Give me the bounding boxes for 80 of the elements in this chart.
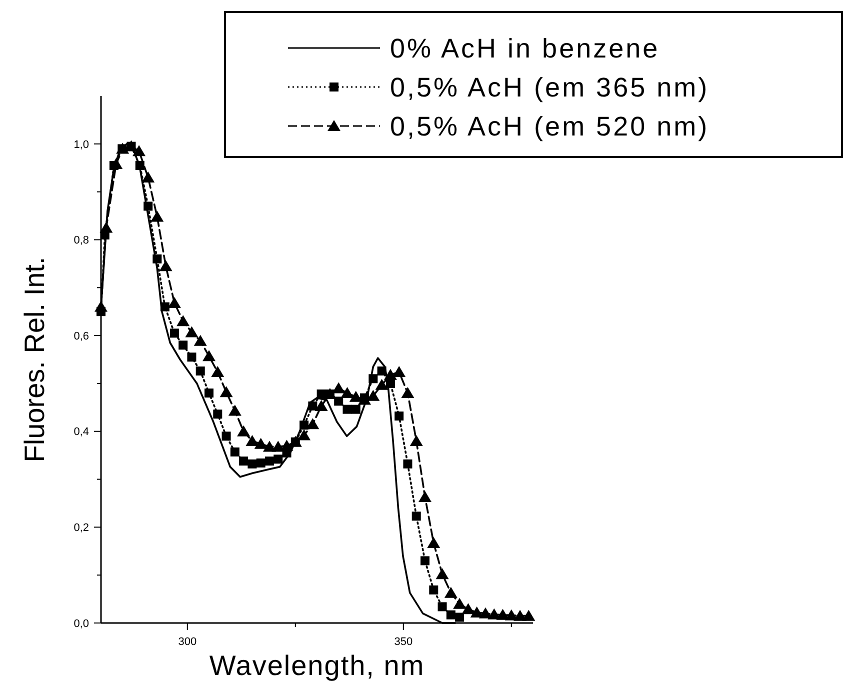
point	[300, 420, 309, 430]
point	[237, 425, 250, 436]
point	[274, 454, 283, 464]
point	[152, 254, 162, 264]
point	[429, 585, 438, 594]
point	[170, 328, 179, 338]
point	[314, 400, 328, 411]
point	[246, 434, 259, 446]
point	[132, 145, 146, 156]
y-tick-label: 0,0	[74, 618, 89, 630]
y-axis-title: Fluores. Rel. Int.	[19, 256, 50, 462]
point	[204, 388, 214, 398]
point	[427, 536, 440, 548]
point	[351, 404, 360, 414]
point	[392, 366, 406, 377]
point	[228, 404, 242, 416]
point	[332, 382, 346, 394]
y-tick-label: 0,8	[74, 234, 89, 247]
point	[178, 340, 188, 350]
point	[144, 202, 153, 211]
point	[187, 352, 196, 362]
point	[135, 160, 144, 170]
point	[340, 387, 354, 398]
point	[368, 374, 378, 384]
point	[308, 401, 318, 410]
point	[462, 603, 475, 614]
y-tick-label: 0,2	[74, 522, 89, 534]
point	[239, 456, 248, 466]
point	[185, 326, 198, 338]
point	[470, 606, 484, 618]
point	[377, 366, 386, 376]
point	[160, 302, 170, 312]
legend-label: 0,5% AcH (em 365 nm)	[390, 72, 710, 102]
point	[194, 334, 207, 346]
point	[150, 210, 164, 222]
point	[444, 586, 458, 598]
point	[436, 568, 449, 580]
point	[401, 387, 414, 398]
x-tick-label: 350	[394, 636, 413, 648]
point	[420, 556, 430, 566]
point	[478, 607, 492, 618]
point	[438, 602, 447, 612]
x-axis-title: Wavelength, nm	[209, 650, 425, 681]
point	[316, 389, 326, 398]
point	[100, 222, 113, 233]
y-tick-label: 0,6	[74, 330, 89, 342]
point	[342, 404, 352, 414]
point	[116, 142, 130, 154]
point	[230, 447, 240, 456]
point	[176, 315, 190, 326]
point	[394, 412, 404, 421]
point	[202, 350, 216, 362]
point	[211, 366, 224, 377]
point	[375, 378, 388, 390]
point	[418, 491, 432, 502]
legend-label: 0% AcH in benzene	[390, 33, 660, 64]
point	[410, 434, 423, 446]
point	[196, 366, 205, 376]
point	[384, 368, 397, 380]
point	[455, 612, 464, 622]
y-tick-label: 0,4	[74, 426, 89, 438]
point	[280, 440, 294, 451]
point	[412, 512, 421, 521]
point	[168, 296, 181, 308]
point	[159, 260, 172, 272]
point	[142, 171, 155, 182]
point	[522, 610, 536, 621]
point	[220, 386, 233, 398]
point	[334, 396, 344, 406]
x-tick-label: 300	[178, 636, 197, 648]
point	[453, 598, 466, 609]
point	[403, 459, 412, 468]
point	[254, 438, 268, 449]
y-tick-label: 1,0	[74, 138, 89, 151]
point	[446, 610, 456, 620]
point	[349, 390, 362, 402]
point	[298, 429, 311, 440]
legend-label: 0,5% AcH (em 520 nm)	[390, 111, 710, 142]
point	[222, 432, 231, 441]
point	[213, 410, 222, 419]
